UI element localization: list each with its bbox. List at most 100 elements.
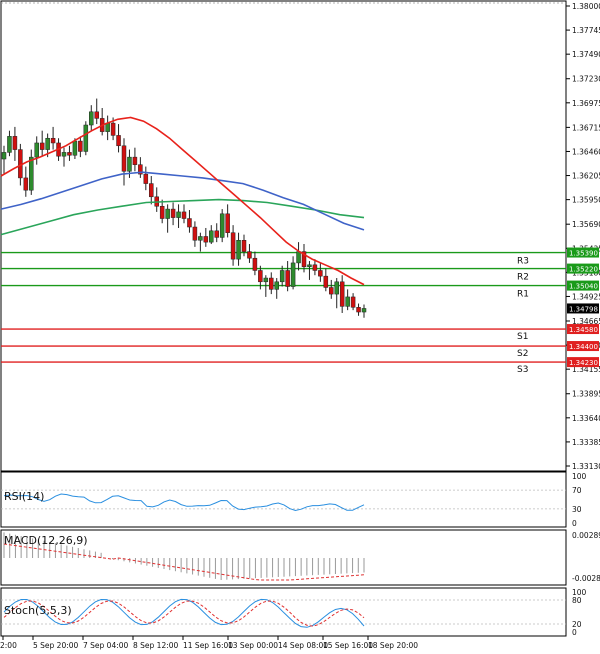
candle-body bbox=[23, 177, 29, 191]
support-price-label: 1.34400 bbox=[569, 343, 598, 351]
candle-body bbox=[110, 122, 116, 136]
candle-body bbox=[252, 257, 258, 271]
candle-body bbox=[116, 135, 121, 147]
candle-body bbox=[61, 152, 67, 157]
macd-tick-label: 0.00289 bbox=[572, 531, 600, 540]
resistance-level-label: R1 bbox=[517, 290, 529, 300]
resistance-price-label: 1.35390 bbox=[569, 250, 598, 258]
time-tick-label: 2:00 bbox=[0, 641, 17, 650]
time-tick-label: 8 Sep 12:00 bbox=[133, 641, 179, 650]
candle-body bbox=[236, 240, 241, 260]
candle-body bbox=[132, 156, 138, 165]
support-price-badge bbox=[567, 324, 599, 335]
candle-body bbox=[290, 262, 296, 287]
candle-body bbox=[263, 277, 269, 283]
candle-body bbox=[170, 208, 176, 218]
candle-body bbox=[29, 156, 34, 191]
price-tick-label: 1.33385 bbox=[572, 438, 600, 447]
resistance-price-badge bbox=[567, 247, 599, 258]
candle-body bbox=[72, 140, 78, 156]
candle-body bbox=[230, 232, 236, 260]
rsi-line bbox=[3, 493, 365, 512]
candle-body bbox=[50, 137, 56, 144]
candle-body bbox=[279, 270, 285, 283]
candle-body bbox=[198, 236, 203, 241]
time-tick-label: 7 Sep 04:00 bbox=[83, 641, 129, 650]
time-tick-label: 18 Sep 20:00 bbox=[368, 641, 418, 650]
candle-body bbox=[39, 142, 45, 150]
support-level-label: S1 bbox=[517, 332, 528, 342]
candle-body bbox=[7, 136, 12, 153]
candle-body bbox=[269, 277, 274, 290]
time-tick-label: 11 Sep 16:00 bbox=[183, 641, 233, 650]
candle-body bbox=[274, 281, 279, 290]
candle-body bbox=[247, 251, 252, 259]
current-price-label: 1.34798 bbox=[569, 305, 598, 313]
price-tick-label: 1.34665 bbox=[572, 317, 600, 326]
candle-body bbox=[89, 111, 94, 126]
price-tick-label: 1.35950 bbox=[572, 196, 600, 205]
candle-body bbox=[345, 296, 350, 307]
candle-body bbox=[78, 140, 83, 152]
candle-body bbox=[214, 230, 219, 238]
candle-body bbox=[258, 270, 263, 283]
candle-body bbox=[329, 287, 334, 295]
candle-body bbox=[187, 218, 192, 228]
price-tick-label: 1.36715 bbox=[572, 123, 600, 132]
candle-body bbox=[159, 205, 165, 219]
resistance-level-label: R3 bbox=[517, 257, 529, 267]
stoch-signal-line bbox=[3, 600, 365, 627]
candle-body bbox=[203, 236, 209, 243]
price-tick-label: 1.33130 bbox=[572, 462, 600, 471]
candle-body bbox=[361, 308, 367, 313]
price-tick-label: 1.33895 bbox=[572, 390, 600, 399]
support-price-label: 1.34580 bbox=[569, 326, 598, 334]
price-tick-label: 1.33640 bbox=[572, 414, 600, 423]
candle-body bbox=[307, 264, 312, 267]
candle-body bbox=[138, 164, 143, 175]
resistance-price-label: 1.35220 bbox=[569, 266, 598, 274]
support-price-label: 1.34230 bbox=[569, 359, 598, 367]
current-price-badge bbox=[567, 303, 599, 314]
candle-body bbox=[176, 211, 181, 218]
time-tick-label: 13 Sep 00:00 bbox=[228, 641, 278, 650]
support-price-badge bbox=[567, 357, 599, 368]
ma-slow-line bbox=[0, 198, 365, 236]
stoch-label: Stoch(5,5,3) bbox=[4, 604, 72, 617]
price-tick-label: 1.36205 bbox=[572, 172, 600, 181]
candle-body bbox=[94, 111, 99, 119]
rsi-panel-frame bbox=[0, 471, 567, 528]
candle-body bbox=[350, 296, 356, 308]
time-tick-label: 15 Sep 16:00 bbox=[323, 641, 373, 650]
stoch-tick-label: 80 bbox=[572, 596, 582, 605]
resistance-price-label: 1.35040 bbox=[569, 283, 598, 291]
candle-body bbox=[334, 281, 339, 295]
candle-body bbox=[301, 251, 307, 267]
time-tick-label: 5 Sep 20:00 bbox=[33, 641, 79, 650]
candle-body bbox=[323, 275, 329, 288]
resistance-price-badge bbox=[567, 263, 599, 274]
candle-body bbox=[149, 183, 154, 198]
price-tick-label: 1.37745 bbox=[572, 26, 600, 35]
candle-body bbox=[165, 208, 170, 219]
candle-body bbox=[225, 213, 230, 233]
candle-body bbox=[83, 124, 89, 152]
price-tick-label: 1.36460 bbox=[572, 147, 600, 156]
rsi-tick-label: 0 bbox=[572, 519, 577, 528]
resistance-price-badge bbox=[567, 280, 599, 291]
candle-body bbox=[339, 281, 345, 307]
ma-mid-line bbox=[0, 171, 365, 231]
support-level-label: S2 bbox=[517, 349, 528, 359]
price-tick-label: 1.38000 bbox=[572, 2, 600, 11]
time-tick-label: 14 Sep 08:00 bbox=[278, 641, 328, 650]
candle-body bbox=[67, 152, 72, 156]
price-tick-label: 1.37490 bbox=[572, 50, 600, 59]
candle-body bbox=[285, 270, 290, 287]
stoch-tick-label: 0 bbox=[572, 628, 577, 637]
rsi-label: RSI(14) bbox=[4, 490, 45, 503]
candle-body bbox=[181, 211, 187, 219]
candle-body bbox=[105, 122, 110, 132]
candle-body bbox=[318, 270, 323, 277]
candle-body bbox=[1, 152, 7, 160]
support-level-label: S3 bbox=[517, 365, 528, 375]
